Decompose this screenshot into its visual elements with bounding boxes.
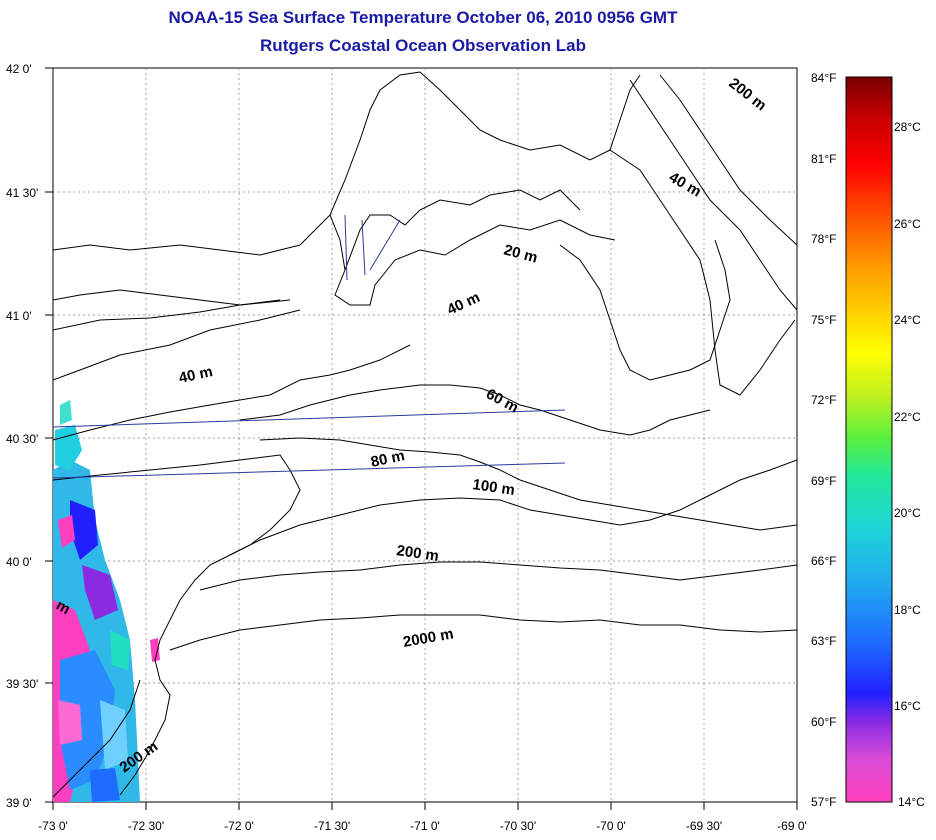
lon-label: -72 30' <box>128 819 164 833</box>
celsius-label: 20°C <box>894 506 921 520</box>
fahrenheit-label: 75°F <box>811 313 836 327</box>
sst-pixel-field <box>53 400 160 802</box>
lon-label: -70 30' <box>500 819 536 833</box>
lon-label: -73 0' <box>38 819 68 833</box>
celsius-label: 18°C <box>894 603 921 617</box>
frame-ticks <box>45 67 798 810</box>
lon-label: -71 30' <box>314 819 350 833</box>
fahrenheit-label: 66°F <box>811 554 836 568</box>
contour-label-100m: 100 m <box>471 476 515 499</box>
celsius-label: 14°C <box>898 795 925 809</box>
sst-colorbar <box>845 76 893 803</box>
coastline <box>53 71 797 798</box>
fahrenheit-label: 63°F <box>811 634 836 648</box>
fahrenheit-label: 57°F <box>811 795 836 809</box>
lat-label: 40 30' <box>6 432 38 446</box>
lon-label: -72 0' <box>224 819 254 833</box>
lon-label: -69 30' <box>686 819 722 833</box>
celsius-label: 26°C <box>894 217 921 231</box>
celsius-label: 28°C <box>894 120 921 134</box>
fahrenheit-label: 69°F <box>811 474 836 488</box>
lon-label: -69 0' <box>777 819 807 833</box>
lon-label: -71 0' <box>410 819 440 833</box>
contour-label-80m: 80 m <box>369 447 406 471</box>
celsius-label: 24°C <box>894 313 921 327</box>
satellite-track-lines <box>53 214 566 479</box>
contour-label-200m-center: 200 m <box>395 542 439 565</box>
fahrenheit-label: 72°F <box>811 393 836 407</box>
lon-label: -70 0' <box>596 819 626 833</box>
fahrenheit-label: 78°F <box>811 232 836 246</box>
fahrenheit-label: 81°F <box>811 152 836 166</box>
fahrenheit-label: 84°F <box>811 71 836 85</box>
lat-label: 41 0' <box>6 309 32 323</box>
lat-label: 40 0' <box>6 555 32 569</box>
lat-label: 39 0' <box>6 796 32 810</box>
map-title: NOAA-15 Sea Surface Temperature October … <box>168 8 678 27</box>
lat-label: 42 0' <box>6 62 32 76</box>
map-subtitle: Rutgers Coastal Ocean Observation Lab <box>260 36 586 55</box>
latitude-labels: 42 0' 41 30' 41 0' 40 30' 40 0' 39 30' 3… <box>6 62 38 810</box>
colorbar-celsius-labels: 28°C 26°C 24°C 22°C 20°C 18°C 16°C 14°C <box>894 120 925 809</box>
fahrenheit-label: 60°F <box>811 715 836 729</box>
celsius-label: 16°C <box>894 699 921 713</box>
colorbar-fahrenheit-labels: 84°F 81°F 78°F 75°F 72°F 69°F 66°F 63°F … <box>811 71 836 809</box>
map-gridlines <box>53 68 797 802</box>
longitude-labels: -73 0' -72 30' -72 0' -71 30' -71 0' -70… <box>38 819 807 833</box>
lat-label: 39 30' <box>6 677 38 691</box>
contour-label-40m-west: 40 m <box>177 363 214 387</box>
celsius-label: 22°C <box>894 410 921 424</box>
lat-label: 41 30' <box>6 186 38 200</box>
